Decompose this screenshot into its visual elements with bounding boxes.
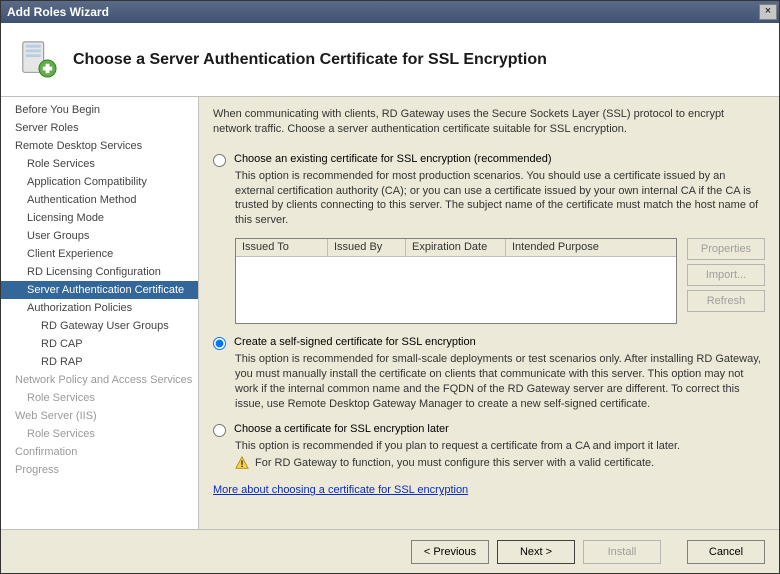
sidebar-item-7[interactable]: User Groups bbox=[1, 227, 198, 245]
sidebar-item-11[interactable]: Authorization Policies bbox=[1, 299, 198, 317]
more-info-link[interactable]: More about choosing a certificate for SS… bbox=[213, 484, 765, 496]
warning-text: For RD Gateway to function, you must con… bbox=[255, 457, 654, 469]
sidebar-item-5[interactable]: Authentication Method bbox=[1, 191, 198, 209]
sidebar-item-16: Role Services bbox=[1, 389, 198, 407]
sidebar-item-8[interactable]: Client Experience bbox=[1, 245, 198, 263]
cert-list-area: Issued To Issued By Expiration Date Inte… bbox=[235, 238, 765, 324]
radio-later[interactable] bbox=[213, 424, 226, 437]
content-pane: When communicating with clients, RD Gate… bbox=[199, 97, 779, 529]
col-purpose[interactable]: Intended Purpose bbox=[506, 239, 676, 256]
option-existing-cert-body: This option is recommended for most prod… bbox=[213, 167, 765, 234]
sidebar-item-10[interactable]: Server Authentication Certificate bbox=[1, 281, 198, 299]
cert-side-buttons: Properties Import... Refresh bbox=[687, 238, 765, 312]
next-button[interactable]: Next > bbox=[497, 540, 575, 564]
wizard-footer: < Previous Next > Install Cancel bbox=[1, 529, 779, 573]
cert-list-header: Issued To Issued By Expiration Date Inte… bbox=[236, 239, 676, 257]
option-self-signed-title: Create a self-signed certificate for SSL… bbox=[234, 336, 476, 348]
radio-self-signed[interactable] bbox=[213, 337, 226, 350]
sidebar-item-13[interactable]: RD CAP bbox=[1, 335, 198, 353]
sidebar-item-2[interactable]: Remote Desktop Services bbox=[1, 137, 198, 155]
wizard-window: Add Roles Wizard × Choose a Server Authe… bbox=[0, 0, 780, 574]
page-heading: Choose a Server Authentication Certifica… bbox=[73, 51, 547, 69]
warning-icon bbox=[235, 456, 249, 470]
sidebar-item-4[interactable]: Application Compatibility bbox=[1, 173, 198, 191]
step-sidebar: Before You BeginServer RolesRemote Deskt… bbox=[1, 97, 199, 529]
option-existing-cert[interactable]: Choose an existing certificate for SSL e… bbox=[213, 153, 765, 167]
option-later[interactable]: Choose a certificate for SSL encryption … bbox=[213, 423, 765, 437]
wizard-body: Before You BeginServer RolesRemote Deskt… bbox=[1, 97, 779, 529]
sidebar-item-6[interactable]: Licensing Mode bbox=[1, 209, 198, 227]
wizard-header: Choose a Server Authentication Certifica… bbox=[1, 23, 779, 97]
sidebar-item-1[interactable]: Server Roles bbox=[1, 119, 198, 137]
refresh-button[interactable]: Refresh bbox=[687, 290, 765, 312]
sidebar-item-20: Progress bbox=[1, 461, 198, 479]
sidebar-item-0[interactable]: Before You Begin bbox=[1, 101, 198, 119]
option-existing-cert-title: Choose an existing certificate for SSL e… bbox=[234, 153, 552, 165]
sidebar-item-9[interactable]: RD Licensing Configuration bbox=[1, 263, 198, 281]
titlebar: Add Roles Wizard × bbox=[1, 1, 779, 23]
server-role-icon bbox=[19, 40, 59, 80]
sidebar-item-17: Web Server (IIS) bbox=[1, 407, 198, 425]
option-later-title: Choose a certificate for SSL encryption … bbox=[234, 423, 449, 435]
sidebar-item-3[interactable]: Role Services bbox=[1, 155, 198, 173]
sidebar-item-14[interactable]: RD RAP bbox=[1, 353, 198, 371]
sidebar-item-19: Confirmation bbox=[1, 443, 198, 461]
window-title: Add Roles Wizard bbox=[7, 5, 759, 19]
import-button[interactable]: Import... bbox=[687, 264, 765, 286]
cancel-button[interactable]: Cancel bbox=[687, 540, 765, 564]
option-later-body: This option is recommended if you plan t… bbox=[213, 437, 765, 454]
close-button[interactable]: × bbox=[759, 4, 777, 20]
properties-button[interactable]: Properties bbox=[687, 238, 765, 260]
cert-list[interactable]: Issued To Issued By Expiration Date Inte… bbox=[235, 238, 677, 324]
sidebar-item-18: Role Services bbox=[1, 425, 198, 443]
option-self-signed[interactable]: Create a self-signed certificate for SSL… bbox=[213, 336, 765, 350]
option-self-signed-body: This option is recommended for small-sca… bbox=[213, 350, 765, 417]
install-button[interactable]: Install bbox=[583, 540, 661, 564]
intro-text: When communicating with clients, RD Gate… bbox=[213, 107, 765, 137]
sidebar-item-12[interactable]: RD Gateway User Groups bbox=[1, 317, 198, 335]
radio-existing-cert[interactable] bbox=[213, 154, 226, 167]
col-issued-by[interactable]: Issued By bbox=[328, 239, 406, 256]
sidebar-item-15: Network Policy and Access Services bbox=[1, 371, 198, 389]
previous-button[interactable]: < Previous bbox=[411, 540, 489, 564]
col-expiration[interactable]: Expiration Date bbox=[406, 239, 506, 256]
warning-row: For RD Gateway to function, you must con… bbox=[213, 456, 765, 470]
col-issued-to[interactable]: Issued To bbox=[236, 239, 328, 256]
